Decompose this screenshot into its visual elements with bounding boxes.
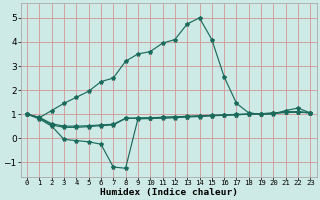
X-axis label: Humidex (Indice chaleur): Humidex (Indice chaleur) [100, 188, 238, 197]
